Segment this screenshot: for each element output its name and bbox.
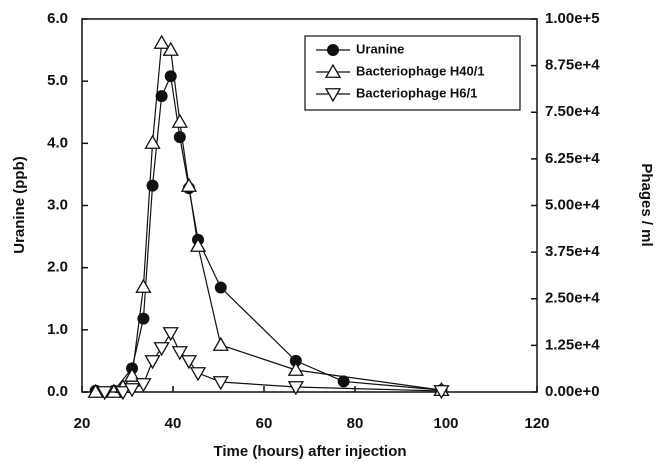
y2-tick-label: 1.25e+4 xyxy=(545,336,600,353)
marker xyxy=(212,376,229,391)
marker xyxy=(162,41,179,56)
legend-label: Bacteriophage H6/1 xyxy=(356,85,477,100)
marker xyxy=(212,336,229,351)
legend-label: Uranine xyxy=(356,41,404,56)
marker xyxy=(171,346,188,361)
y2-tick-label: 8.75e+4 xyxy=(545,57,600,74)
x-tick-label: 80 xyxy=(347,415,364,432)
y2-tick-label: 6.25e+4 xyxy=(545,150,600,167)
legend-marker xyxy=(327,44,339,56)
marker xyxy=(135,378,152,393)
marker xyxy=(287,361,304,376)
marker xyxy=(433,385,450,400)
y-tick-label: 3.0 xyxy=(47,196,68,213)
marker xyxy=(180,355,198,370)
marker xyxy=(146,179,159,192)
marker xyxy=(180,177,198,192)
x-tick-label: 40 xyxy=(165,415,182,432)
marker xyxy=(155,90,168,103)
y-tick-label: 2.0 xyxy=(47,259,68,276)
legend-marker xyxy=(324,63,342,78)
legend-box xyxy=(304,35,521,111)
x-tick-label: 20 xyxy=(74,415,91,432)
y-tick-label: 0.0 xyxy=(47,383,68,400)
marker xyxy=(162,327,179,342)
marker xyxy=(337,375,350,388)
y2-axis-title: Phages / ml xyxy=(638,163,655,246)
marker xyxy=(214,281,227,294)
marker xyxy=(189,237,207,252)
marker xyxy=(173,131,186,144)
legend-label: Bacteriophage H40/1 xyxy=(356,63,485,78)
y-tick-label: 4.0 xyxy=(47,134,68,151)
y2-tick-label: 0.00e+0 xyxy=(545,383,600,400)
marker xyxy=(287,381,304,396)
marker xyxy=(135,278,152,293)
y2-tick-label: 1.00e+5 xyxy=(545,10,600,27)
marker xyxy=(153,34,170,49)
marker xyxy=(123,383,141,398)
marker xyxy=(114,386,132,401)
y-tick-label: 6.0 xyxy=(47,10,68,27)
x-tick-label: 120 xyxy=(524,415,549,432)
legend-marker xyxy=(324,88,342,103)
y2-tick-label: 3.75e+4 xyxy=(545,243,600,260)
marker xyxy=(87,383,104,398)
marker xyxy=(144,355,161,370)
y2-tick-label: 5.00e+4 xyxy=(545,196,600,213)
series-line xyxy=(95,74,442,392)
y-axis-title: Uranine (ppb) xyxy=(11,156,28,254)
y2-tick-label: 7.50e+4 xyxy=(545,103,600,120)
y-tick-label: 1.0 xyxy=(47,321,68,338)
marker xyxy=(137,312,150,325)
y-tick-label: 5.0 xyxy=(47,72,68,89)
marker xyxy=(189,367,207,382)
marker xyxy=(144,134,161,149)
marker xyxy=(171,113,188,128)
marker xyxy=(289,354,302,367)
x-tick-label: 100 xyxy=(433,415,458,432)
marker xyxy=(153,342,170,357)
y2-tick-label: 2.50e+4 xyxy=(545,290,600,307)
x-tick-label: 60 xyxy=(256,415,273,432)
x-axis-title: Time (hours) after injection xyxy=(213,443,406,460)
marker xyxy=(96,386,113,401)
